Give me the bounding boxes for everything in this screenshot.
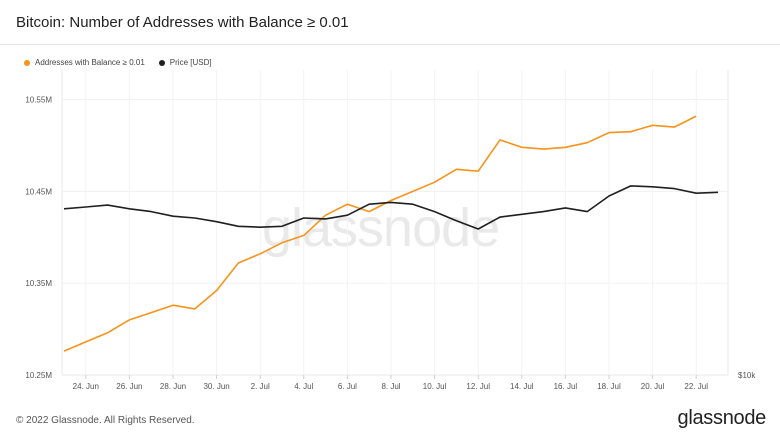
glassnode-logo[interactable]: glassnode: [677, 407, 767, 429]
legend-dot-price: [158, 59, 165, 66]
x-tick-label: 12. Jul: [466, 382, 490, 390]
x-tick-label: 28. Jun: [160, 382, 186, 390]
legend-dot-addresses: [24, 59, 30, 66]
y-tick-label: 10.25M: [25, 371, 52, 380]
legend-label-addresses: Addresses with Balance ≥ 0.01: [35, 58, 145, 67]
y-right-tick-label: $10k: [738, 371, 756, 380]
x-tick-label: 30. Jun: [203, 382, 229, 390]
y-tick-label: 10.35M: [25, 279, 52, 288]
x-tick-label: 2. Jul: [251, 382, 270, 390]
series-line-addresses: [63, 115, 697, 352]
x-tick-label: 18. Jul: [597, 382, 621, 390]
x-tick-label: 20. Jul: [641, 382, 665, 390]
legend-label-price: Price [USD]: [169, 58, 212, 67]
line-chart[interactable]: 10.25M 10.35M 10.45M 10.55M $10k 24. Jun 26. J…: [0, 70, 780, 390]
y-tick-label: 10.45M: [25, 187, 52, 196]
x-tick-label: 16. Jul: [554, 382, 578, 390]
x-tick-label: 26. Jun: [116, 382, 142, 390]
x-tick-label: 4. Jul: [294, 382, 313, 390]
copyright-text: © 2022 Glassnode. All Rights Reserved.: [16, 415, 195, 426]
x-tick-label: 8. Jul: [381, 382, 400, 390]
x-tick-label: 10. Jul: [423, 382, 447, 390]
x-tick-label: 6. Jul: [338, 382, 357, 390]
y-tick-label: 10.55M: [25, 96, 52, 105]
x-tick-label: 24. Jun: [73, 382, 99, 390]
legend-item-addresses[interactable]: Addresses with Balance ≥ 0.01: [24, 58, 145, 67]
header-divider: [0, 44, 780, 45]
chart-title: Bitcoin: Number of Addresses with Balanc…: [16, 14, 349, 31]
x-tick-label: 14. Jul: [510, 382, 534, 390]
legend-item-price[interactable]: Price [USD]: [158, 58, 212, 67]
chart-legend: Addresses with Balance ≥ 0.01 Price [USD…: [24, 58, 212, 67]
x-tick-label: 22. Jul: [684, 382, 708, 390]
series-line-price: [63, 185, 719, 230]
